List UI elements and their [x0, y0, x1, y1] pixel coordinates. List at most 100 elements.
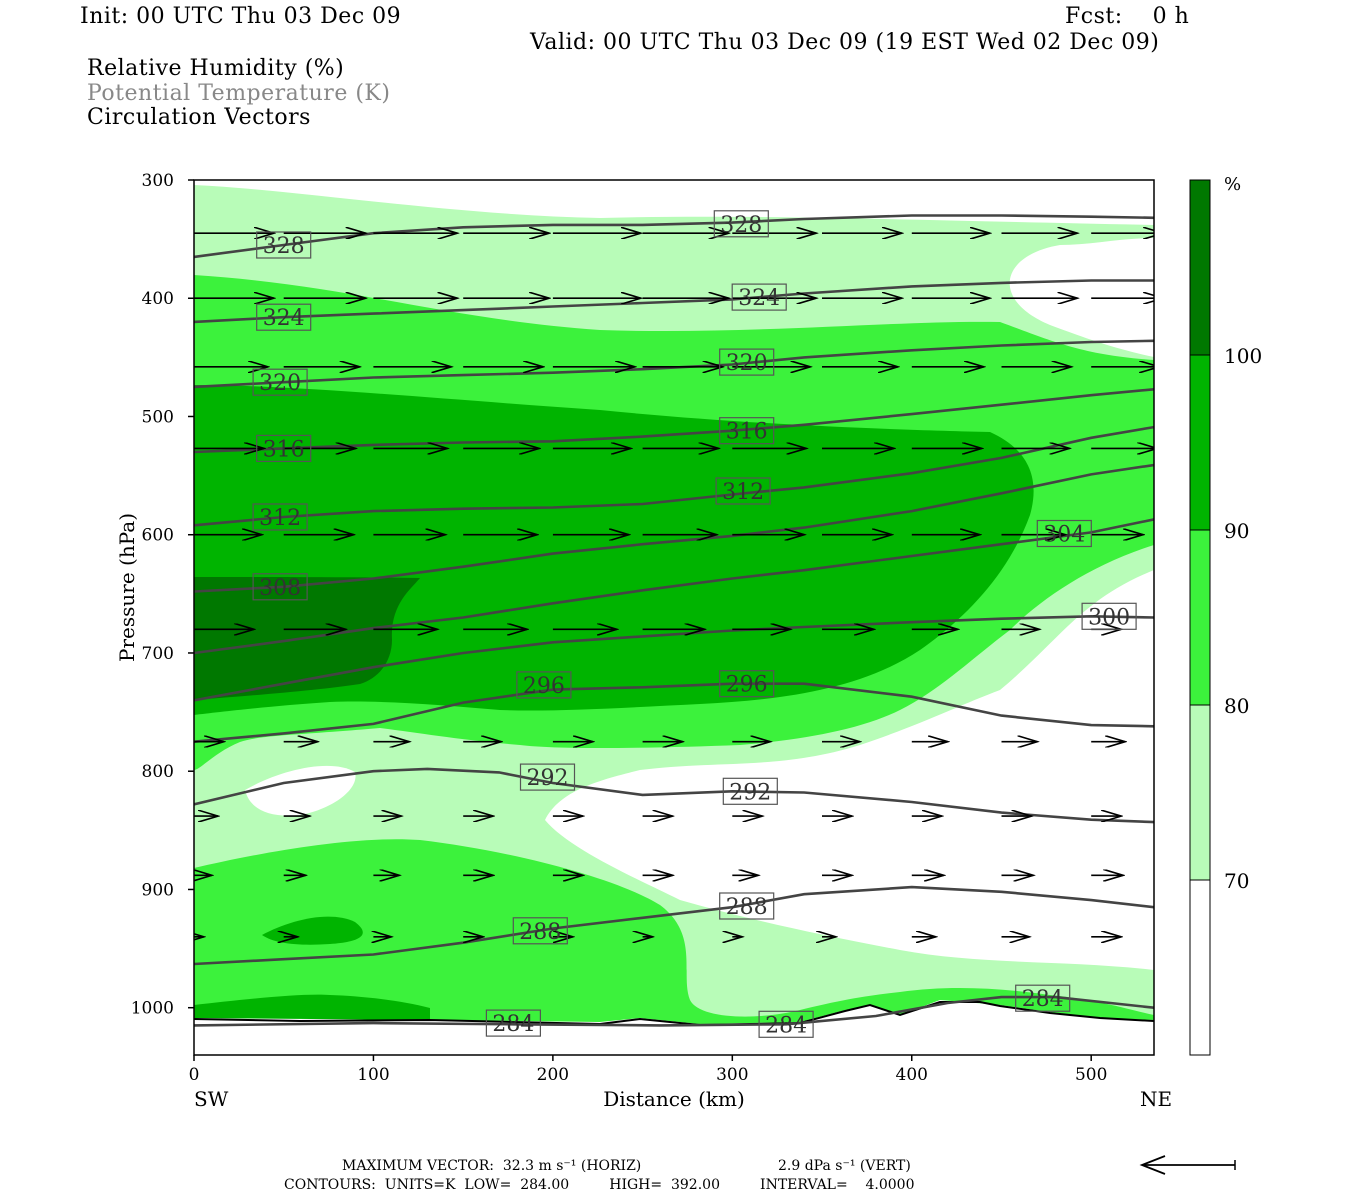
- reference-vector-arrow: [1139, 1155, 1236, 1175]
- x-tick-label: 100: [357, 1065, 389, 1085]
- theta-label-box: [719, 348, 775, 376]
- y-tick-label: 800: [142, 762, 174, 782]
- colorbar-label: 90: [1224, 519, 1249, 543]
- y-tick-label: 400: [142, 289, 174, 309]
- terrain-mask: [194, 1000, 1154, 1055]
- y-axis-label: Pressure (hPa): [115, 513, 139, 662]
- theta-label: 320: [259, 371, 301, 396]
- plot-frame: [193, 179, 1155, 1056]
- theta-label: 292: [729, 780, 771, 805]
- theta-label-box: [519, 763, 576, 791]
- x-tick-label: 0: [189, 1065, 200, 1085]
- x-axis-label: Distance (km): [603, 1087, 745, 1111]
- x-end-label-right: NE: [1140, 1087, 1172, 1111]
- theta-contour-312: [194, 425, 1154, 527]
- colorbar-unit: %: [1224, 174, 1241, 195]
- theta-contour-304: [194, 518, 1154, 655]
- y-tick-label: 900: [142, 880, 174, 900]
- theta-label-box: [256, 231, 312, 259]
- theta-label-box: [1081, 602, 1137, 630]
- rh-shading: [194, 185, 1154, 1055]
- theta-label: 324: [738, 286, 780, 311]
- theta-label: 316: [263, 437, 305, 462]
- colorbar-label: 100: [1224, 344, 1262, 368]
- theta-label-box: [252, 368, 308, 396]
- theta-label-box: [713, 210, 769, 238]
- theta-label: 284: [1022, 987, 1064, 1012]
- circulation-vectors: [194, 233, 1154, 937]
- theta-label-box: [512, 917, 568, 945]
- valid-time: Valid: 00 UTC Thu 03 Dec 09 (19 EST Wed …: [530, 30, 1160, 55]
- theta-contour-labels: 328 328 324 324 320 320 316 316 312 312 308 304 300 2…: [252, 210, 1137, 1038]
- init-time: Init: 00 UTC Thu 03 Dec 09: [80, 4, 402, 29]
- theta-label-box: [252, 573, 308, 601]
- theta-label: 288: [726, 895, 768, 920]
- theta-label: 328: [263, 234, 305, 259]
- theta-label-box: [1036, 519, 1092, 548]
- theta-contour-324: [194, 279, 1154, 324]
- theta-label: 292: [527, 766, 569, 791]
- theta-label: 328: [720, 213, 762, 238]
- theta-label-box: [731, 283, 787, 311]
- theta-label-box: [719, 892, 775, 920]
- theta-label-box: [1015, 984, 1071, 1012]
- forecast-hour: Fcst: 0 h: [1065, 4, 1190, 29]
- colorbar-segment: [1189, 704, 1211, 881]
- theta-label: 324: [263, 306, 305, 331]
- theta-label: 296: [523, 674, 565, 699]
- colorbar-segment: [1189, 354, 1211, 531]
- theta-label: 304: [1043, 523, 1085, 548]
- contours-summary: CONTOURS: UNITS=K LOW= 284.00 HIGH= 392.…: [284, 1177, 915, 1193]
- max-vector-label: MAXIMUM VECTOR: 32.3 m s⁻¹ (HORIZ): [342, 1158, 642, 1174]
- colorbar-segment: [1189, 879, 1211, 1056]
- y-tick-label: 700: [142, 644, 174, 664]
- x-tick-label: 300: [716, 1065, 748, 1085]
- theta-label: 312: [722, 480, 764, 505]
- theta-label: 312: [259, 506, 301, 531]
- theta-label: 284: [765, 1013, 807, 1038]
- theta-contour-288: [194, 885, 1154, 966]
- theta-label: 316: [726, 420, 768, 445]
- colorbar-segment: [1189, 179, 1211, 356]
- theta-label: 308: [259, 576, 301, 601]
- theta-contour-284: [194, 995, 1154, 1027]
- theta-label: 284: [492, 1012, 534, 1037]
- x-end-label-left: SW: [194, 1087, 229, 1111]
- theta-label: 320: [726, 351, 768, 376]
- field-potential-temperature: Potential Temperature (K): [87, 81, 391, 106]
- rh-80-90-lower-region: [194, 839, 1154, 1030]
- colorbar-segment: [1189, 529, 1211, 706]
- y-tick-label: 300: [142, 171, 174, 191]
- theta-label-box: [256, 434, 312, 462]
- theta-label-box: [485, 1009, 541, 1037]
- field-relative-humidity: Relative Humidity (%): [87, 56, 345, 81]
- theta-label-box: [715, 477, 771, 505]
- y-tick-label: 600: [142, 526, 174, 546]
- colorbar-label: 80: [1224, 694, 1249, 718]
- theta-label-box: [758, 1010, 814, 1038]
- y-tick-label: 1000: [131, 999, 174, 1019]
- x-tick-label: 500: [1075, 1065, 1107, 1085]
- theta-label-box: [722, 777, 778, 805]
- rh-colorbar: 100 90 80 70%: [1189, 174, 1262, 1056]
- theta-label-box: [256, 303, 312, 331]
- x-tick-label: 400: [896, 1065, 928, 1085]
- theta-contour-316: [194, 388, 1154, 454]
- theta-label: 288: [519, 920, 561, 945]
- field-circulation-vectors: Circulation Vectors: [87, 105, 311, 130]
- axes: 300 400 500 600 700 800 900 1000 0 100 200 300 400 50…: [115, 171, 1172, 1111]
- y-tick-label: 500: [142, 407, 174, 427]
- theta-label-box: [516, 671, 572, 699]
- terrain-line: [194, 1001, 1154, 1027]
- theta-contour-292: [194, 767, 1154, 824]
- theta-label-box: [719, 670, 775, 698]
- theta-label-box: [719, 417, 775, 445]
- colorbar-label: 70: [1224, 869, 1249, 893]
- rh-90-100-region: [194, 385, 1034, 715]
- theta-contour-296: [194, 682, 1154, 743]
- theta-label-box: [252, 503, 308, 531]
- theta-contour-308: [194, 463, 1154, 593]
- theta-label: 296: [726, 673, 768, 698]
- max-vector-vert-label: 2.9 dPa s⁻¹ (VERT): [778, 1158, 911, 1174]
